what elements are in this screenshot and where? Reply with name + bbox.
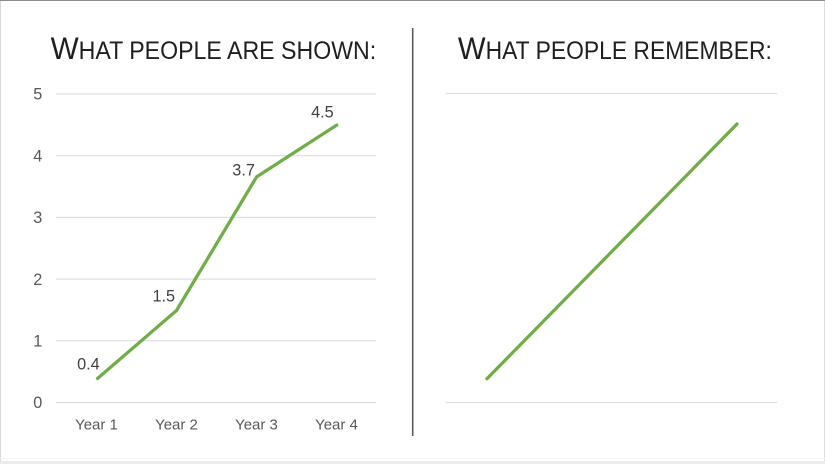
svg-text:2: 2 xyxy=(33,271,42,289)
svg-text:Year 4: Year 4 xyxy=(315,417,358,434)
svg-text:Year 1: Year 1 xyxy=(75,417,118,434)
svg-text:1.5: 1.5 xyxy=(152,288,175,306)
svg-text:3.7: 3.7 xyxy=(232,162,255,180)
svg-text:0: 0 xyxy=(33,394,42,412)
svg-text:4: 4 xyxy=(33,147,42,165)
svg-text:Year 2: Year 2 xyxy=(155,417,198,434)
svg-text:4.5: 4.5 xyxy=(311,103,334,121)
svg-text:0.4: 0.4 xyxy=(77,355,100,373)
svg-text:Year 3: Year 3 xyxy=(235,417,278,434)
svg-text:1: 1 xyxy=(33,333,42,351)
svg-text:5: 5 xyxy=(33,86,42,104)
svg-text:3: 3 xyxy=(33,209,42,227)
